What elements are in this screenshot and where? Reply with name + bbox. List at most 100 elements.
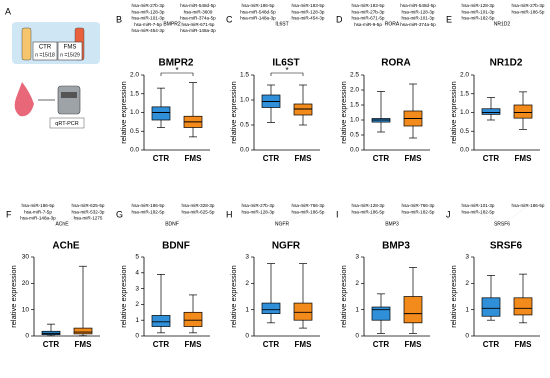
network-edge [257, 5, 283, 25]
network-edge [367, 212, 393, 225]
network-edge [477, 205, 503, 225]
gene-node: NGFR [275, 221, 290, 227]
mirna-label: hsa-miR-128-3p [462, 3, 495, 8]
y-tick-label: 0.5 [240, 122, 249, 129]
network-edge [147, 212, 173, 225]
mirna-label: hsa-miR-186-5p [512, 203, 545, 208]
mirna-label: hsa-miR-328-3p [182, 203, 215, 208]
mirna-label: hsa-miR-27b-3p [352, 9, 385, 14]
mirna-label: hsa-miR-548d-5p [180, 3, 216, 8]
y-axis-label: relative expression [119, 265, 128, 328]
y-tick-label: 3 [135, 285, 139, 292]
mirna-label: hsa-miR-148a-3p [240, 16, 276, 21]
mirna-label: hsa-miR-148a-3p [20, 216, 56, 221]
network-edge [37, 205, 63, 225]
y-tick-label: 2.5 [350, 72, 359, 79]
network-edge [147, 18, 173, 25]
box [371, 306, 391, 321]
network-edge [171, 18, 199, 25]
mirna-label: hsa-miR-186-5p [292, 209, 325, 214]
mirna-label: hsa-miR-128-3p [402, 9, 435, 14]
panel-letter: I [336, 209, 339, 219]
pcr-machine-icon [57, 85, 81, 115]
network-edge [501, 205, 529, 225]
network-edge [391, 5, 419, 25]
chart-title: NR1D2 [490, 58, 523, 69]
mirna-label: hsa-miR-101-3p [402, 16, 435, 21]
mirna-label: hsa-miR-186-5p [22, 203, 55, 208]
x-tick-label: FMS [515, 340, 533, 349]
network-edge [257, 205, 283, 225]
box [73, 327, 93, 335]
y-tick-label: 1 [465, 306, 469, 313]
panel-letter: D [336, 14, 343, 24]
chart-title: BMPR2 [158, 58, 193, 69]
mirna-label: hsa-miR-182-5p [132, 209, 165, 214]
mirna-label: hsa-miR-182-5p [402, 209, 435, 214]
network-edge [147, 12, 173, 25]
x-tick-label: CTR [43, 340, 60, 349]
network-edge [281, 12, 309, 25]
tube [21, 27, 32, 61]
mirna-label: hsa-miR-7-5p [24, 209, 52, 214]
significance-bracket [270, 72, 304, 76]
mirna-label: hsa-miR-671-5p [352, 16, 385, 21]
y-tick-label: 2 [465, 280, 469, 287]
mirna-label: hsa-miR-186-5p [132, 203, 165, 208]
box [293, 302, 313, 321]
y-tick-label: 1.0 [460, 109, 469, 116]
panel-letter: H [226, 209, 233, 219]
network-edge [391, 212, 419, 225]
network-edge [171, 12, 199, 25]
x-tick-label: CTR [483, 340, 500, 349]
y-tick-label: 0.0 [460, 147, 469, 154]
network-edge [281, 212, 309, 225]
y-axis-label: relative expression [119, 81, 128, 144]
y-tick-label: 0.5 [130, 128, 139, 135]
mirna-label: hsa-miR-625-5p [182, 209, 215, 214]
network-edge [37, 212, 63, 225]
blood-drop-icon [14, 82, 34, 117]
network-edge [61, 205, 89, 225]
network-edge [367, 5, 393, 25]
y-tick-label: 4 [135, 270, 139, 277]
y-tick-label: 0 [355, 333, 359, 340]
x-tick-label: CTR [153, 340, 170, 349]
network-edge [281, 205, 309, 225]
y-tick-label: 1 [355, 306, 359, 313]
chart-title: BMP3 [382, 241, 410, 252]
network-edge [171, 212, 199, 225]
network-edge [281, 18, 309, 25]
gene-node: SRSF6 [494, 221, 510, 227]
mirna-label: hsa-miR-548d-5p [400, 3, 436, 8]
gene-node: NR1D2 [494, 21, 511, 27]
mirna-label: hsa-miR-548d-5p [240, 9, 276, 14]
y-tick-label: 30 [22, 254, 30, 261]
panel-letter: C [226, 14, 233, 24]
y-tick-label: 2 [245, 280, 249, 287]
chart-title: NGFR [272, 241, 301, 252]
label-box [57, 41, 83, 61]
y-tick-label: 0.5 [350, 132, 359, 139]
panel-a: A CTR n =15/18 FMS n =15/29 qRT-PCR [5, 6, 100, 129]
group-n: n =15/18 [35, 52, 55, 58]
panel-letter: J [446, 209, 451, 219]
y-tick-label: 1.0 [350, 117, 359, 124]
box [261, 302, 281, 314]
network-edge [501, 12, 529, 25]
significance-label: * [285, 66, 288, 75]
gene-node: BDNF [165, 221, 179, 227]
network-edge [147, 5, 173, 25]
network-edge [257, 12, 283, 25]
x-tick-label: FMS [405, 340, 423, 349]
network-edge [147, 205, 173, 225]
mirna-label: hsa-miR-128-3p [292, 9, 325, 14]
y-tick-label: 1 [135, 317, 139, 324]
chart-title: AChE [52, 241, 80, 252]
gene-node: BMPR2 [163, 21, 180, 27]
